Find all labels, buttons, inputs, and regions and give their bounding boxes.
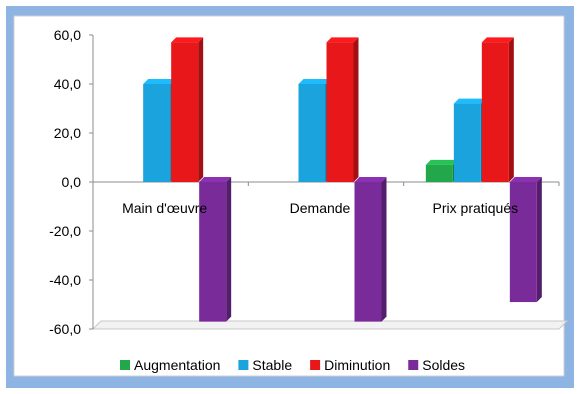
category-label: Prix pratiqués — [433, 200, 519, 216]
legend-swatch — [120, 360, 130, 370]
plot-area — [13, 15, 565, 377]
bar-front — [481, 42, 509, 182]
bar-top — [298, 79, 331, 84]
bar-front — [199, 182, 227, 322]
chart-floor — [91, 320, 569, 330]
bar-side — [226, 177, 232, 322]
bar-top — [481, 37, 514, 43]
y-tick-label: 0,0 — [62, 174, 82, 190]
legend: Augmentation Stable Diminution Soldes — [120, 357, 465, 373]
bar-front — [298, 84, 326, 182]
chart-frame: Main d'œuvre Demande Prix pratiqués 60,0 40… — [6, 6, 574, 388]
bar-top — [171, 37, 204, 43]
legend-swatch — [408, 360, 419, 370]
y-tick-label: 20,0 — [54, 125, 81, 141]
legend-label: Diminution — [324, 357, 390, 373]
bar-top — [326, 37, 359, 43]
y-tick-label: 60,0 — [54, 27, 81, 43]
bar-chart: Main d'œuvre Demande Prix pratiqués 60,0 40… — [13, 15, 569, 377]
y-tick-label: -60,0 — [49, 321, 81, 337]
bar — [509, 177, 542, 303]
bar-front — [509, 182, 537, 303]
legend-label: Augmentation — [134, 357, 220, 373]
bar-top — [509, 177, 542, 182]
bar — [199, 177, 232, 322]
bar-top — [199, 177, 232, 182]
y-tick-label: 40,0 — [54, 76, 81, 92]
bar — [171, 37, 204, 182]
y-tick-label: -20,0 — [49, 223, 81, 239]
category-label: Main d'œuvre — [122, 200, 207, 216]
bar — [298, 79, 331, 182]
bar-front — [453, 103, 481, 182]
bar — [453, 98, 486, 182]
bar-top — [425, 159, 458, 165]
bar — [481, 37, 514, 182]
bar — [143, 79, 176, 182]
legend-item: Diminution — [310, 357, 390, 373]
legend-swatch — [238, 360, 249, 370]
y-tick-label: -40,0 — [49, 272, 81, 288]
bar-front — [143, 84, 171, 182]
bar-front — [326, 42, 354, 182]
bar-side — [536, 177, 542, 303]
legend-label: Soldes — [422, 357, 465, 373]
bar-side — [508, 37, 514, 182]
bar-front — [425, 164, 453, 182]
bar-side — [381, 177, 387, 322]
legend-swatch — [310, 360, 321, 370]
category-label: Demande — [290, 200, 351, 216]
bar-front — [171, 42, 199, 182]
bar-side — [198, 37, 204, 182]
bar — [326, 37, 359, 182]
legend-item: Stable — [238, 357, 292, 373]
legend-item: Augmentation — [120, 357, 220, 373]
bar-top — [143, 79, 176, 84]
bar-side — [353, 37, 359, 182]
legend-item: Soldes — [408, 357, 465, 373]
bar — [425, 159, 458, 182]
legend-label: Stable — [252, 357, 292, 373]
bar-top — [453, 98, 486, 104]
bar-top — [354, 177, 387, 182]
bar-front — [354, 182, 382, 322]
bar — [354, 177, 387, 322]
